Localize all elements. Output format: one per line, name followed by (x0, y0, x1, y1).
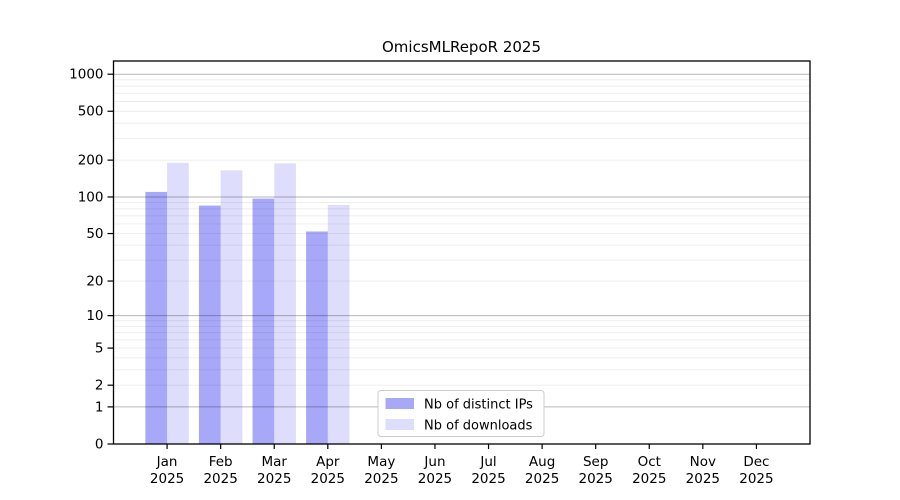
x-axis-tick-label-year: 2025 (203, 471, 237, 487)
x-axis-tick-label-year: 2025 (632, 471, 666, 487)
x-axis-tick-label-year: 2025 (364, 471, 398, 487)
x-axis: Jan2025Feb2025Mar2025Apr2025May2025Jun20… (150, 444, 774, 487)
x-axis-tick-label: Nov (690, 454, 716, 470)
y-axis: 0 1 2 5 10 20 50 100 200 500 1000 (69, 67, 114, 453)
y-axis-tick-label: 500 (78, 104, 104, 120)
x-axis-tick-label-year: 2025 (257, 471, 291, 487)
x-axis-tick-label: Feb (209, 454, 233, 470)
bar-distinct-ips (145, 191, 168, 444)
x-axis-tick-label-year: 2025 (579, 471, 613, 487)
x-axis-tick-label-year: 2025 (418, 471, 452, 487)
y-axis-tick-label: 50 (86, 226, 103, 242)
x-axis-tick-label: Apr (316, 454, 340, 470)
legend-label: Nb of distinct IPs (424, 398, 533, 413)
y-axis-tick-label: 20 (86, 274, 103, 290)
plot-frame (112, 60, 811, 445)
x-axis-tick-label: Mar (261, 454, 287, 470)
x-axis-tick-label: May (367, 454, 395, 470)
x-axis-tick-label: Dec (743, 454, 769, 470)
x-axis-tick-label: Sep (583, 454, 608, 470)
legend-label: Nb of downloads (424, 419, 533, 434)
y-axis-tick-label: 10 (86, 308, 103, 324)
legend: Nb of distinct IPs Nb of downloads (377, 390, 545, 437)
x-axis-tick-label: Jul (479, 454, 496, 470)
y-axis-tick-label: 0 (95, 437, 104, 453)
y-axis-tick-label: 5 (95, 341, 104, 357)
bar-distinct-ips (252, 198, 275, 444)
bar-distinct-ips (198, 205, 221, 444)
legend-swatch-distinct-ips (385, 398, 414, 409)
y-axis-tick-label: 200 (78, 153, 104, 169)
x-axis-tick-label-year: 2025 (311, 471, 345, 487)
x-axis-tick-label: Aug (529, 454, 555, 470)
bar-downloads (167, 162, 189, 444)
y-axis-tick-label: 2 (95, 378, 104, 394)
x-axis-tick-label-year: 2025 (739, 471, 773, 487)
bars (145, 162, 350, 445)
x-axis-tick-label-year: 2025 (686, 471, 720, 487)
bar-downloads (327, 204, 350, 444)
x-axis-tick-label: Jun (423, 454, 445, 470)
bar-distinct-ips (306, 231, 328, 444)
x-axis-tick-label: Oct (638, 454, 661, 470)
y-axis-tick-label: 100 (78, 189, 104, 205)
y-axis-tick-label: 1 (95, 399, 104, 415)
y-axis-tick-label: 1000 (69, 67, 103, 83)
legend-swatch-downloads (385, 419, 414, 430)
bar-downloads (220, 170, 243, 445)
x-axis-tick-label: Jan (156, 454, 178, 470)
bar-downloads (274, 163, 296, 444)
legend-box (377, 390, 545, 437)
x-axis-tick-label-year: 2025 (471, 471, 505, 487)
chart-title: OmicsMLRepoR 2025 (382, 38, 541, 56)
x-axis-tick-label-year: 2025 (150, 471, 184, 487)
x-axis-tick-label-year: 2025 (525, 471, 559, 487)
